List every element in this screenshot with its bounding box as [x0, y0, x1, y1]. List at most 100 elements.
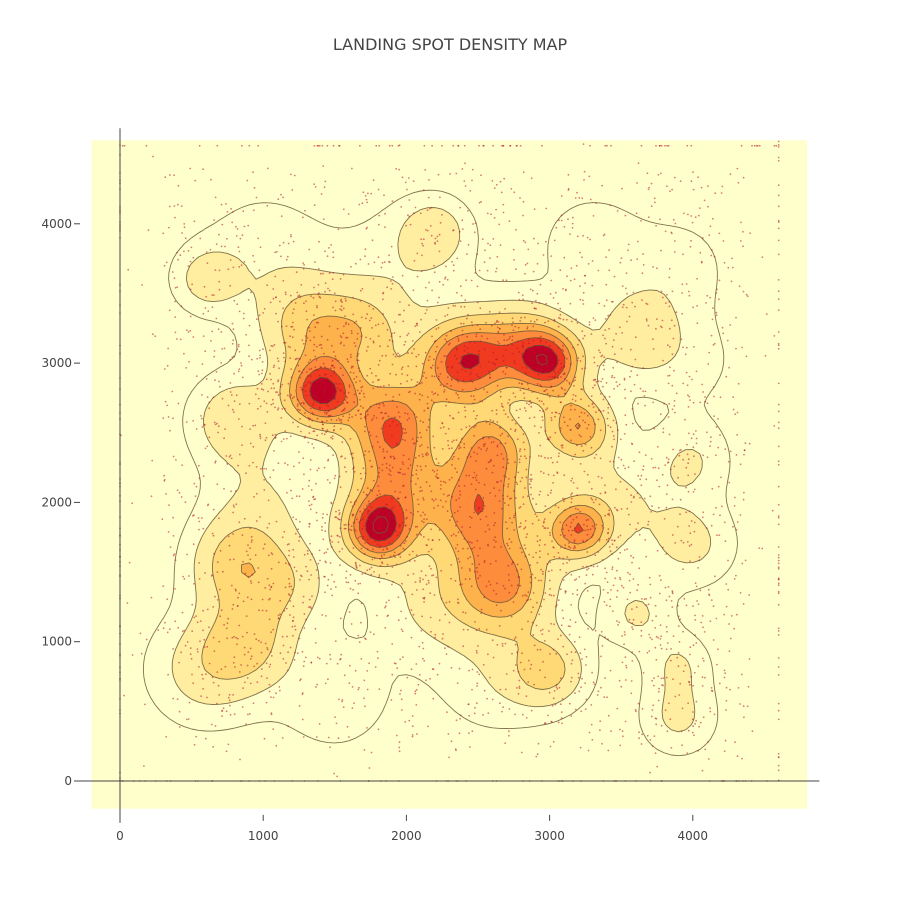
landing-point — [391, 643, 394, 645]
landing-point — [685, 283, 688, 285]
landing-point — [488, 373, 491, 376]
landing-point — [500, 546, 502, 548]
landing-point — [206, 262, 209, 264]
landing-point — [521, 628, 523, 631]
landing-point — [316, 434, 319, 437]
landing-point — [629, 375, 631, 378]
landing-point — [532, 497, 534, 500]
landing-point — [619, 534, 622, 537]
landing-point — [571, 398, 574, 401]
landing-point — [266, 284, 269, 287]
landing-point — [292, 605, 295, 608]
landing-point — [521, 294, 524, 297]
landing-point — [426, 451, 428, 454]
landing-point — [699, 721, 702, 724]
landing-point — [274, 436, 277, 439]
landing-point — [314, 498, 317, 500]
landing-point — [692, 306, 694, 309]
landing-point — [733, 578, 736, 580]
landing-point — [777, 347, 780, 350]
landing-point — [313, 314, 315, 316]
landing-point — [345, 299, 347, 302]
landing-point — [405, 224, 407, 227]
landing-point — [282, 658, 285, 660]
landing-point — [630, 501, 633, 503]
landing-point — [513, 514, 516, 517]
landing-point — [244, 572, 247, 575]
landing-point — [273, 450, 275, 452]
landing-point — [616, 620, 618, 622]
landing-point — [368, 431, 371, 434]
landing-point — [303, 302, 305, 305]
landing-point — [486, 697, 488, 700]
landing-point — [471, 563, 474, 565]
landing-point — [200, 517, 203, 519]
landing-point — [627, 243, 630, 246]
landing-point — [531, 573, 534, 576]
landing-point — [421, 489, 423, 492]
landing-point — [511, 324, 513, 327]
landing-point — [428, 485, 431, 487]
landing-point — [777, 756, 780, 758]
landing-point — [486, 391, 489, 393]
landing-point — [220, 331, 223, 333]
landing-point — [305, 384, 307, 386]
landing-point — [597, 380, 600, 382]
landing-point — [377, 223, 380, 226]
landing-point — [611, 539, 613, 541]
landing-point — [561, 348, 564, 351]
landing-point — [192, 515, 194, 517]
landing-point — [369, 337, 372, 340]
landing-point — [469, 526, 472, 529]
landing-point — [479, 510, 482, 513]
landing-point — [678, 694, 680, 696]
landing-point — [247, 713, 249, 716]
landing-point — [206, 696, 208, 699]
landing-point — [425, 679, 427, 682]
landing-point — [446, 376, 449, 379]
landing-point — [482, 437, 484, 440]
landing-point — [502, 484, 505, 487]
landing-point — [337, 417, 340, 420]
landing-point — [636, 589, 639, 592]
landing-point — [227, 268, 230, 271]
landing-point — [173, 553, 176, 555]
y-tick-label: 1000 — [41, 635, 72, 649]
landing-point — [352, 313, 355, 316]
landing-point — [360, 417, 362, 420]
landing-point — [386, 503, 389, 506]
landing-point — [241, 425, 243, 428]
landing-point — [256, 681, 259, 684]
landing-point — [434, 242, 437, 245]
landing-point — [221, 397, 224, 400]
landing-point — [390, 280, 392, 282]
landing-point — [701, 657, 704, 660]
landing-point — [682, 630, 684, 633]
landing-point — [475, 373, 478, 376]
landing-point — [502, 494, 504, 497]
landing-point — [555, 683, 558, 686]
landing-point — [527, 659, 530, 662]
landing-point — [682, 541, 685, 544]
landing-point — [183, 629, 186, 632]
landing-point — [287, 593, 290, 595]
landing-point — [589, 528, 592, 531]
landing-point — [698, 725, 700, 728]
landing-point — [671, 592, 674, 595]
landing-point — [403, 548, 406, 551]
landing-point — [290, 376, 293, 379]
landing-point — [359, 258, 362, 261]
landing-point — [250, 655, 253, 658]
landing-point — [580, 411, 583, 414]
landing-point — [214, 461, 217, 464]
landing-point — [537, 337, 540, 340]
landing-point — [139, 632, 142, 635]
landing-point — [456, 682, 459, 684]
landing-point — [427, 359, 430, 362]
landing-point — [455, 499, 458, 502]
landing-point — [419, 577, 421, 579]
landing-point — [606, 696, 608, 699]
landing-point — [232, 328, 235, 331]
landing-point — [379, 558, 381, 560]
landing-point — [269, 588, 272, 591]
